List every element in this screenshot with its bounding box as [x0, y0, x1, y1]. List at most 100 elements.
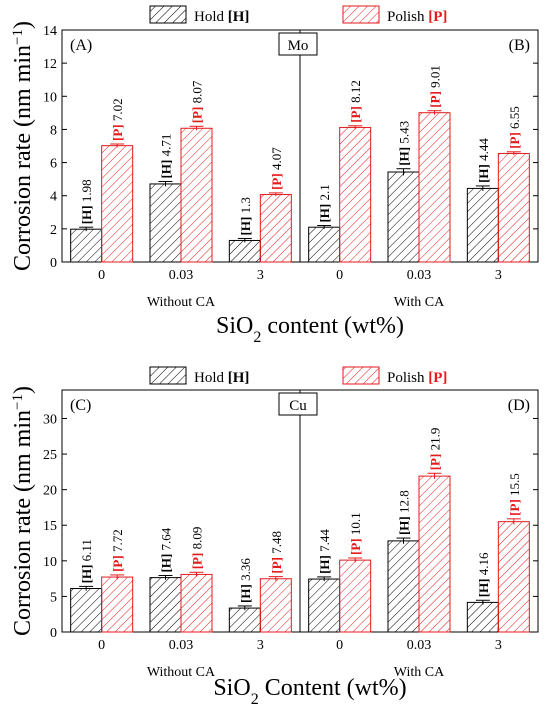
legend-swatch-polish [342, 5, 380, 24]
data-label: [H] 12.8 [397, 490, 412, 535]
x-tick-label: 3 [495, 638, 502, 653]
x-tick-label: 0.03 [407, 268, 432, 283]
legend-hold: Hold [H] [194, 370, 249, 386]
data-label: [H] 4.44 [476, 138, 491, 183]
y-tick-label: 14 [43, 24, 57, 39]
data-label: [P] 15.5 [507, 473, 522, 516]
x-tick-label: 0.03 [169, 268, 194, 283]
panel-label: (D) [508, 397, 530, 414]
bar-hold [387, 540, 420, 633]
bar-polish [418, 112, 451, 263]
data-label: [P] 8.07 [190, 80, 205, 123]
y-tick-label: 0 [50, 626, 57, 641]
panel-label: (A) [70, 37, 92, 54]
data-label: [H] 4.71 [159, 134, 174, 179]
data-label: [H] 5.43 [397, 121, 412, 166]
data-label: [H] 3.36 [238, 558, 253, 603]
data-label: [H] 7.64 [159, 527, 174, 572]
bar-polish [259, 578, 292, 633]
bar-polish [418, 475, 451, 633]
data-label: [H] 7.44 [317, 529, 332, 574]
data-label: [H] 6.11 [79, 539, 94, 583]
data-label: [H] 4.16 [476, 552, 491, 597]
group-label: With CA [394, 665, 445, 680]
y-tick-label: 2 [50, 223, 57, 238]
bar-hold [149, 183, 182, 263]
y-tick-label: 8 [50, 123, 57, 138]
data-label: [P] 8.12 [348, 80, 363, 123]
x-axis-label: SiO2 content (wt%) [216, 313, 404, 346]
panel-label: (C) [70, 397, 91, 414]
metal-label: Cu [289, 398, 307, 414]
y-tick-label: 4 [50, 190, 57, 205]
data-label: [P] 21.9 [428, 428, 443, 471]
data-label: [H] 1.3 [238, 197, 253, 235]
y-tick-label: 10 [43, 555, 57, 570]
bar-polish [259, 194, 292, 263]
bar-hold [387, 171, 420, 263]
legend-swatch-hold [149, 5, 187, 24]
y-tick-label: 6 [50, 157, 57, 172]
data-label: [H] 2.1 [317, 184, 332, 222]
bar-hold [308, 578, 341, 633]
bar-polish [101, 576, 134, 633]
y-axis-label: Corrosion rate (nm min−1) [10, 21, 36, 271]
bar-hold [228, 607, 261, 633]
x-axis-label: SiO2 Content (wt%) [213, 675, 406, 708]
x-tick-label: 3 [257, 638, 264, 653]
legend-polish: Polish [P] [387, 370, 447, 386]
data-label: [P] 7.72 [110, 529, 125, 572]
bar-polish [180, 573, 213, 633]
data-label: [P] 8.09 [190, 527, 205, 570]
data-label: [P] 10.1 [348, 512, 363, 555]
metal-label: Mo [288, 38, 309, 54]
bar-polish [497, 152, 530, 263]
x-tick-label: 0 [98, 638, 105, 653]
y-tick-label: 5 [50, 590, 57, 605]
data-label: [P] 7.48 [269, 531, 284, 574]
legend-polish: Polish [P] [387, 9, 447, 25]
y-axis-label: Corrosion rate (nm min−1) [10, 386, 36, 636]
y-tick-label: 0 [50, 256, 57, 271]
data-label: [P] 4.07 [269, 147, 284, 190]
data-label: [P] 6.55 [507, 106, 522, 149]
x-tick-label: 3 [257, 268, 264, 283]
y-tick-label: 20 [43, 484, 57, 499]
bar-polish [180, 127, 213, 263]
y-tick-label: 30 [43, 412, 57, 427]
bar-hold [70, 588, 103, 633]
x-tick-label: 0 [336, 638, 343, 653]
x-tick-label: 0 [98, 268, 105, 283]
data-label: [P] 7.02 [110, 98, 125, 141]
y-tick-label: 12 [43, 57, 57, 72]
bar-hold [70, 228, 103, 263]
bar-hold [308, 226, 341, 263]
legend-swatch-hold [149, 366, 187, 385]
bar-polish [339, 126, 372, 263]
panel-label: (B) [509, 37, 530, 54]
x-tick-label: 0 [336, 268, 343, 283]
bar-hold [466, 187, 499, 263]
y-tick-label: 15 [43, 519, 57, 534]
y-tick-label: 10 [43, 90, 57, 105]
chart-mo: 0 2 4 6 8 10 12 14 Corrosion rate (nm min−1) Mo Ho… [10, 5, 539, 346]
legend-swatch-polish [342, 366, 380, 385]
x-tick-label: 0.03 [407, 638, 432, 653]
bar-hold [228, 239, 261, 263]
bar-polish [339, 559, 372, 633]
metal-box [278, 392, 318, 416]
group-label: Without CA [147, 295, 216, 310]
bar-hold [466, 601, 499, 633]
y-tick-label: 25 [43, 448, 57, 463]
legend-hold: Hold [H] [194, 9, 249, 25]
bar-polish [101, 145, 134, 263]
group-label: Without CA [147, 665, 216, 680]
bar-hold [149, 577, 182, 633]
metal-box [278, 32, 318, 56]
x-tick-label: 0.03 [169, 638, 194, 653]
group-label: With CA [394, 295, 445, 310]
data-label: [P] 9.01 [428, 65, 443, 108]
bar-polish [497, 521, 530, 633]
